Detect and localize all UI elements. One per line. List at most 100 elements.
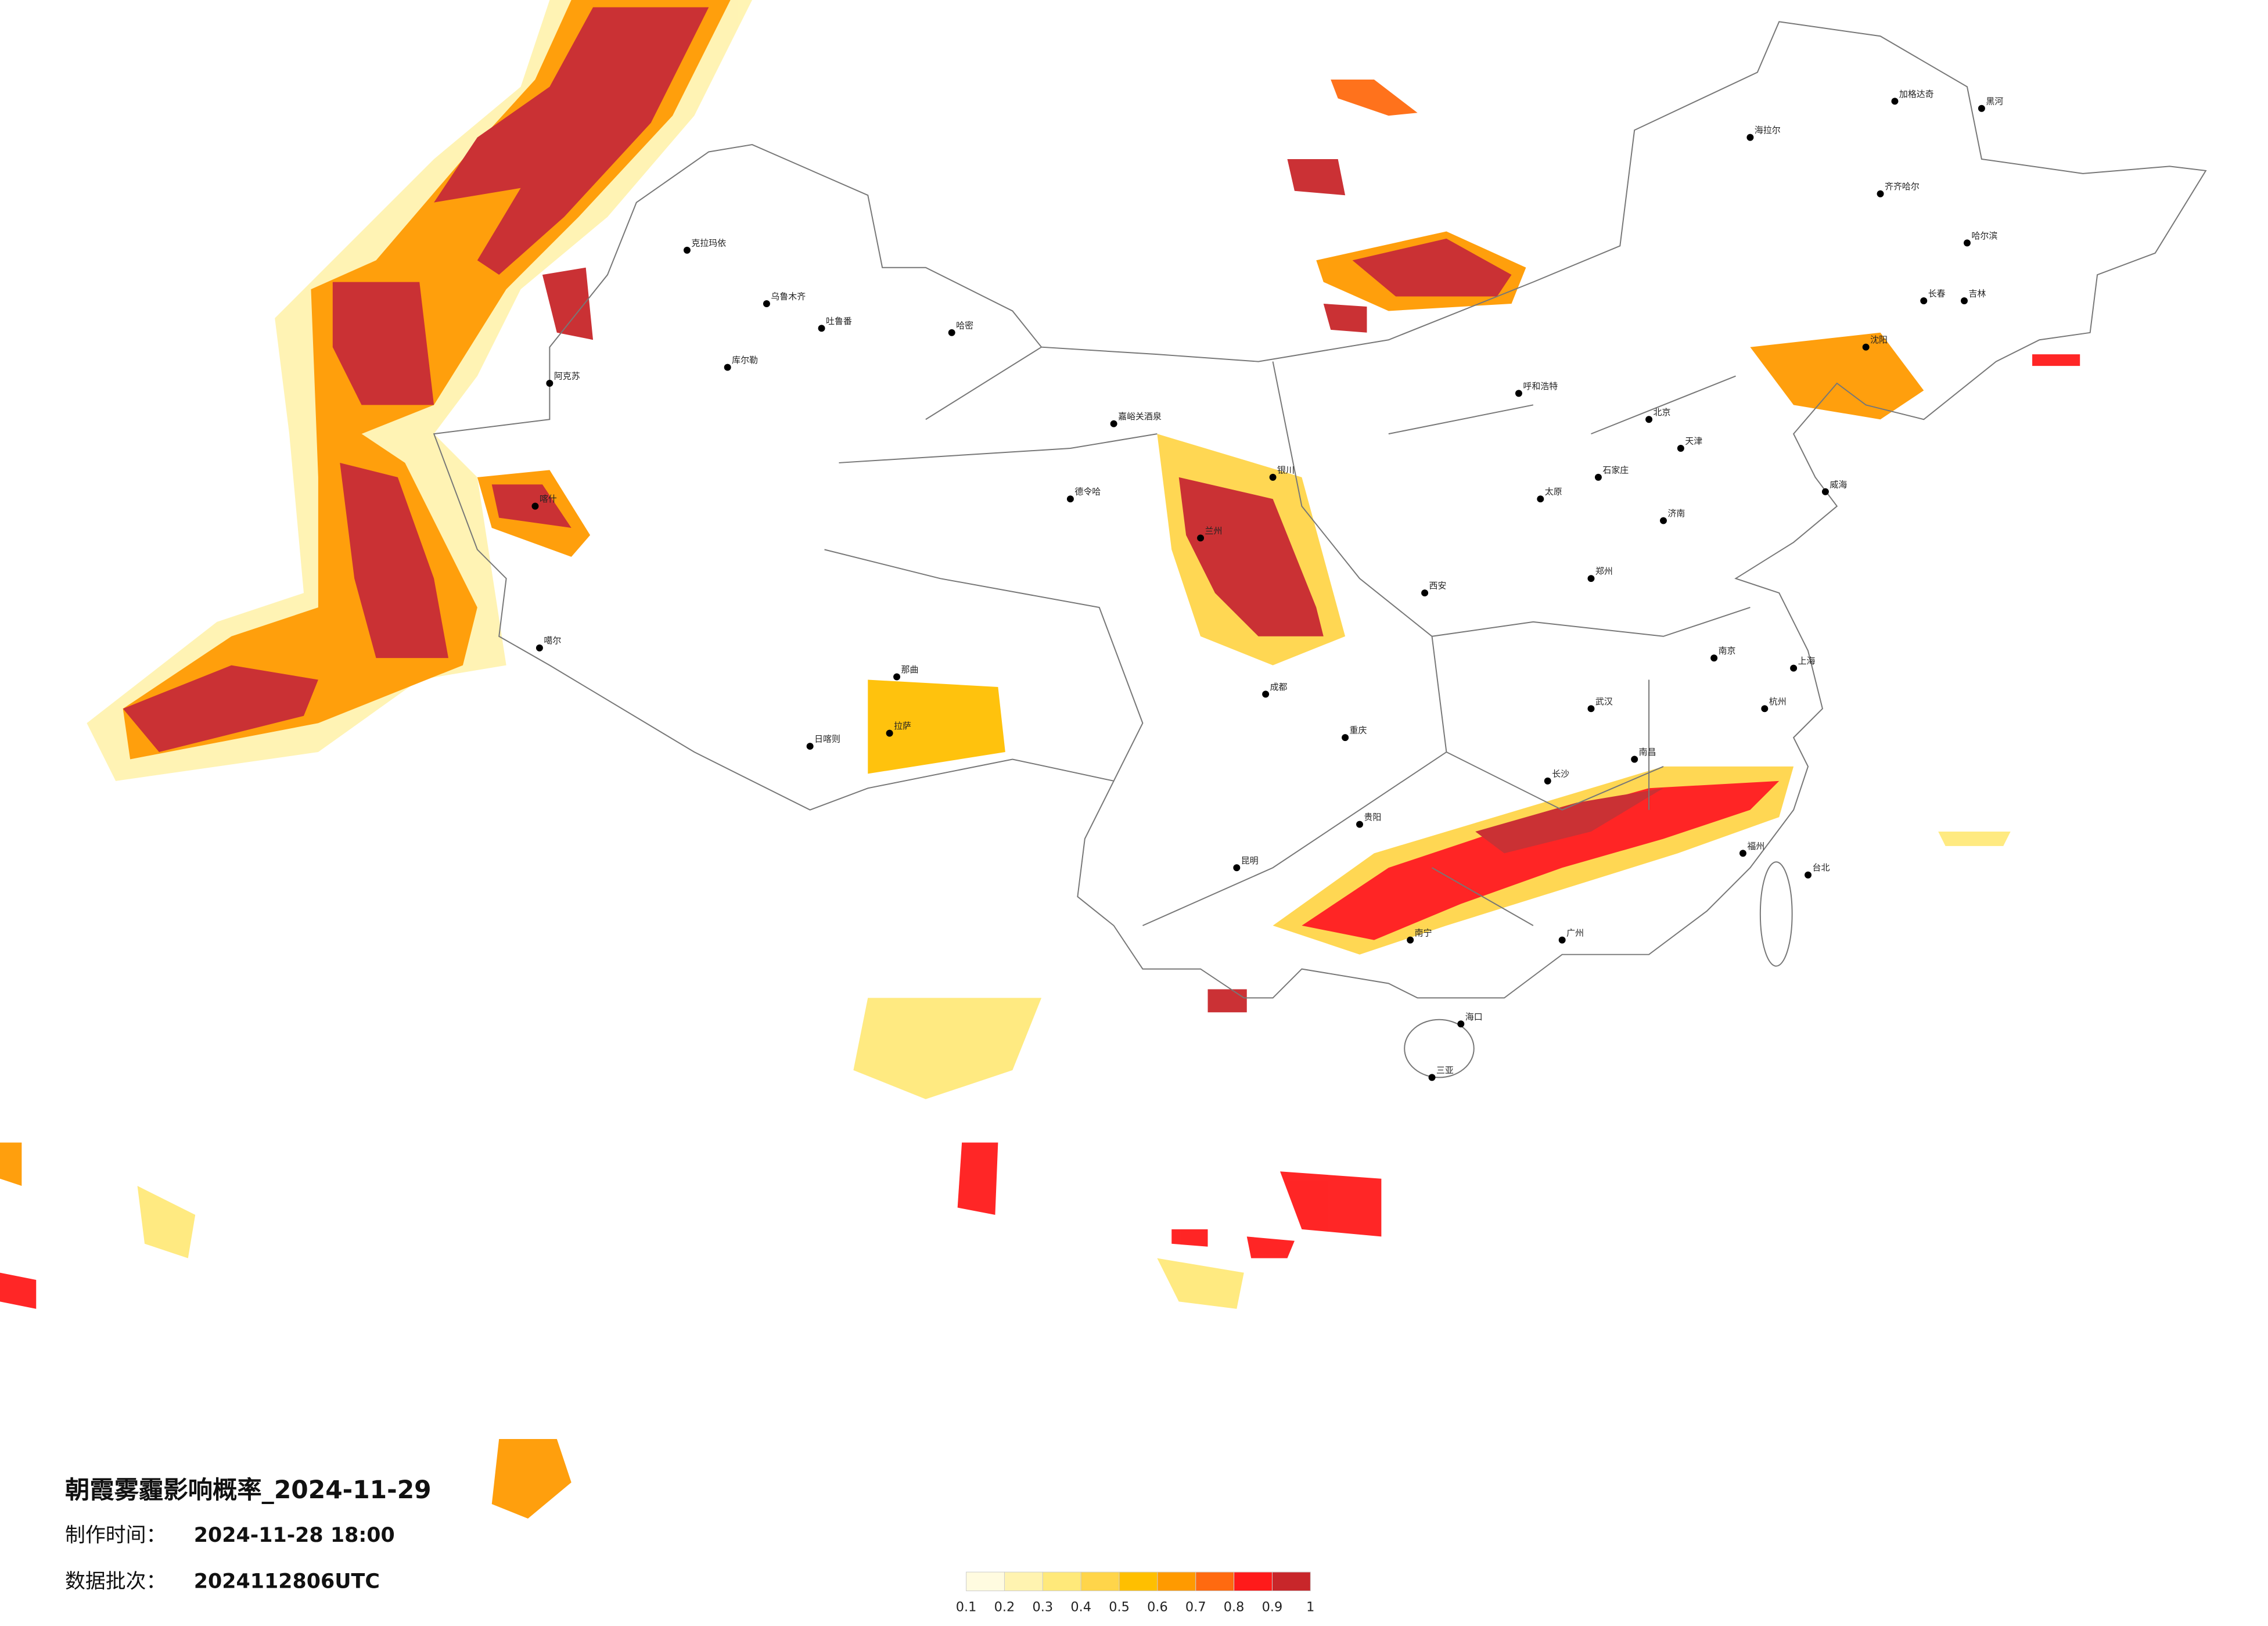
city-dot: [1558, 936, 1566, 944]
city-label: 石家庄: [1602, 465, 1629, 475]
city-label: 福州: [1747, 841, 1764, 851]
city-label: 成都: [1270, 682, 1288, 692]
city-dot: [1544, 777, 1551, 785]
city-label: 昆明: [1241, 855, 1259, 866]
city-dot: [1356, 821, 1363, 828]
city-dot: [1269, 473, 1277, 481]
city-label: 贵阳: [1364, 812, 1381, 822]
city-label: 哈尔滨: [1971, 231, 1997, 241]
city-dot: [1197, 534, 1205, 542]
city-label: 加格达奇: [1899, 89, 1934, 99]
city-label: 吐鲁番: [826, 316, 852, 326]
city-label: 北京: [1654, 407, 1671, 418]
city-dot: [724, 364, 731, 371]
city-dot: [1428, 1074, 1436, 1081]
city-label: 日喀则: [814, 734, 840, 744]
city-dot: [1677, 445, 1684, 452]
city-dot: [1407, 936, 1414, 944]
city-label: 海口: [1465, 1012, 1483, 1022]
city-dot: [535, 644, 543, 652]
city-label: 三亚: [1436, 1065, 1454, 1075]
city-dot: [1978, 105, 1985, 112]
city-label: 沈阳: [1870, 334, 1888, 345]
legend-tick-label: 0.8: [1224, 1599, 1245, 1614]
city-label: 重庆: [1350, 725, 1367, 736]
legend-tick-label: 0.4: [1070, 1599, 1091, 1614]
city-label: 喀什: [540, 494, 557, 504]
city-label: 广州: [1566, 927, 1584, 938]
city-dot: [531, 502, 539, 510]
city-label: 上海: [1798, 656, 1816, 666]
legend-tick-label: 0.7: [1185, 1599, 1206, 1614]
city-label: 西安: [1429, 581, 1447, 591]
city-dot: [1233, 864, 1241, 872]
legend-swatch: [1004, 1571, 1043, 1591]
city-label: 银川: [1277, 465, 1295, 475]
city-dot: [1515, 390, 1522, 397]
city-label: 武汉: [1595, 696, 1613, 707]
city-label: 哈密: [956, 320, 973, 330]
city-dot: [1739, 850, 1746, 857]
city-label: 嘉峪关酒泉: [1118, 411, 1162, 422]
city-label: 库尔勒: [732, 355, 758, 365]
legend-swatch: [1042, 1571, 1081, 1591]
city-dot: [1537, 495, 1544, 503]
city-dot: [1961, 297, 1968, 304]
legend-swatch: [1080, 1571, 1120, 1591]
city-dot: [1342, 734, 1349, 742]
legend: 0.1 0.2 0.3 0.4 0.5 0.6 0.7 0.8 0.9 1: [956, 1571, 1314, 1614]
city-dot: [1862, 343, 1870, 351]
legend-tick-label: 0.9: [1262, 1599, 1283, 1614]
city-dot: [818, 325, 825, 332]
city-label: 克拉玛依: [691, 238, 726, 248]
city-dot: [1964, 239, 1971, 247]
map-title: 朝霞雾霾影响概率_2024-11-29: [65, 1476, 432, 1504]
city-label: 济南: [1667, 508, 1685, 519]
city-label: 兰州: [1205, 526, 1223, 536]
city-dot: [1421, 589, 1429, 597]
city-dot: [1821, 488, 1829, 495]
city-label: 德令哈: [1074, 487, 1101, 497]
city-dot: [1761, 705, 1769, 713]
city-label: 台北: [1813, 862, 1830, 873]
info-value: 2024112806UTC: [194, 1570, 380, 1593]
city-dot: [1587, 705, 1595, 713]
legend-tick-label: 0.6: [1147, 1599, 1168, 1614]
city-label: 南昌: [1639, 747, 1656, 757]
city-dot: [806, 743, 814, 750]
info-value: 2024-11-28 18:00: [194, 1524, 395, 1547]
city-dot: [1631, 756, 1638, 763]
city-label: 那曲: [901, 664, 919, 675]
city-label: 阿克苏: [554, 370, 580, 381]
city-dot: [1594, 473, 1602, 481]
city-dot: [1660, 517, 1667, 524]
city-label: 吉林: [1968, 289, 1986, 299]
city-dot: [1457, 1020, 1465, 1028]
city-dot: [683, 246, 691, 254]
city-dot: [948, 329, 955, 336]
city-label: 齐齐哈尔: [1885, 181, 1920, 192]
borders: [433, 21, 2207, 1078]
legend-swatch: [1271, 1571, 1311, 1591]
city-label: 黑河: [1986, 96, 2003, 106]
city-dot: [1262, 690, 1270, 698]
city-dot: [1066, 495, 1074, 503]
legend-swatch: [1119, 1571, 1158, 1591]
city-dot: [1710, 654, 1718, 662]
legend-swatch: [1234, 1571, 1273, 1591]
city-label: 天津: [1685, 436, 1702, 447]
legend-tick-label: 0.2: [994, 1599, 1015, 1614]
city-dot: [893, 673, 901, 681]
city-label: 杭州: [1769, 696, 1787, 707]
legend-tick-label: 0.5: [1109, 1599, 1130, 1614]
city-label: 郑州: [1595, 566, 1613, 577]
heat-layer: [0, 0, 2080, 1519]
city-label: 海拉尔: [1755, 125, 1781, 135]
legend-swatch: [966, 1571, 1005, 1591]
city-label: 长沙: [1552, 768, 1569, 779]
legend-tick-label: 1: [1306, 1599, 1314, 1614]
city-dot: [1110, 420, 1117, 427]
legend-tick-label: 0.3: [1033, 1599, 1054, 1614]
